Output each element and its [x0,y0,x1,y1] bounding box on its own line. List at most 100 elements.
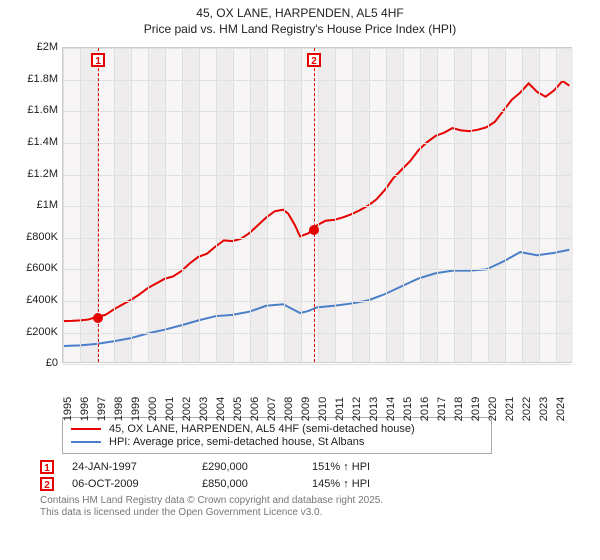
title-line2: Price paid vs. HM Land Registry's House … [144,22,456,36]
x-tick-label: 2019 [470,387,482,431]
x-tick-label: 1995 [62,387,74,431]
y-tick-label: £600K [16,262,58,274]
y-tick-label: £1.2M [16,168,58,180]
sale-marker-box: 2 [307,53,321,67]
gridline-h [63,333,571,334]
y-tick-label: £1.6M [16,104,58,116]
gridline-h [63,364,571,365]
sale-date: 24-JAN-1997 [72,461,202,473]
gridline-v [352,48,353,362]
sale-hpi: 151% ↑ HPI [312,461,432,473]
sale-marker-box: 1 [91,53,105,67]
sale-point-dot [309,225,319,235]
footer-line1: Contains HM Land Registry data © Crown c… [40,495,383,506]
gridline-v [403,48,404,362]
x-tick-label: 2021 [504,387,516,431]
gridline-v [505,48,506,362]
legend-row-b: HPI: Average price, semi-detached house,… [71,436,483,448]
sale-price: £850,000 [202,478,312,490]
x-tick-label: 2006 [249,387,261,431]
plot-area: 12 [62,47,572,363]
gridline-h [63,48,571,49]
gridline-v [522,48,523,362]
gridline-v [233,48,234,362]
footer-line2: This data is licensed under the Open Gov… [40,507,322,518]
x-tick-label: 2023 [538,387,550,431]
gridline-v [556,48,557,362]
sale-point-dot [93,313,103,323]
y-tick-label: £400K [16,294,58,306]
x-tick-label: 2000 [147,387,159,431]
gridline-v [386,48,387,362]
gridline-v [318,48,319,362]
sale-box: 1 [40,460,54,474]
x-tick-label: 2011 [334,387,346,431]
gridline-h [63,111,571,112]
series-a-line [63,81,569,321]
gridline-v [420,48,421,362]
gridline-v [148,48,149,362]
x-tick-label: 2010 [317,387,329,431]
gridline-h [63,206,571,207]
x-tick-label: 2002 [181,387,193,431]
gridline-v [182,48,183,362]
chart-container: 45, OX LANE, HARPENDEN, AL5 4HF Price pa… [0,0,600,560]
gridline-v [488,48,489,362]
gridline-h [63,238,571,239]
x-tick-label: 2012 [351,387,363,431]
sale-box: 2 [40,477,54,491]
x-tick-label: 2005 [232,387,244,431]
x-tick-label: 1996 [79,387,91,431]
gridline-h [63,269,571,270]
sale-rows: 1 24-JAN-1997£290,000151% ↑ HPI 2 06-OCT-20… [40,460,590,491]
x-tick-label: 2001 [164,387,176,431]
x-tick-label: 1997 [96,387,108,431]
sale-date: 06-OCT-2009 [72,478,202,490]
sale-price: £290,000 [202,461,312,473]
gridline-h [63,143,571,144]
x-tick-label: 2015 [402,387,414,431]
gridline-h [63,80,571,81]
legend-swatch-b [71,441,101,443]
line-series-svg [63,48,571,362]
x-tick-label: 2013 [368,387,380,431]
x-tick-label: 1998 [113,387,125,431]
y-tick-label: £1.8M [16,73,58,85]
sale-dashed-line [314,48,315,362]
gridline-h [63,175,571,176]
x-tick-label: 2018 [453,387,465,431]
gridline-v [301,48,302,362]
gridline-v [63,48,64,362]
gridline-v [165,48,166,362]
y-tick-label: £1.4M [16,136,58,148]
gridline-v [369,48,370,362]
chart-area: 12 £0£200K£400K£600K£800K£1M£1.2M£1.4M£1… [16,43,576,413]
x-tick-label: 2014 [385,387,397,431]
x-tick-label: 2024 [555,387,567,431]
sale-detail-row: 1 24-JAN-1997£290,000151% ↑ HPI [40,460,590,474]
gridline-v [199,48,200,362]
x-tick-label: 2016 [419,387,431,431]
legend-label-b: HPI: Average price, semi-detached house,… [109,436,364,448]
x-tick-label: 1999 [130,387,142,431]
gridline-v [454,48,455,362]
gridline-v [131,48,132,362]
sale-detail-row: 2 06-OCT-2009£850,000145% ↑ HPI [40,477,590,491]
chart-title: 45, OX LANE, HARPENDEN, AL5 4HF Price pa… [10,6,590,37]
gridline-v [216,48,217,362]
x-tick-label: 2020 [487,387,499,431]
x-tick-label: 2008 [283,387,295,431]
y-tick-label: £200K [16,326,58,338]
sale-hpi: 145% ↑ HPI [312,478,432,490]
x-tick-label: 2022 [521,387,533,431]
gridline-v [471,48,472,362]
gridline-v [114,48,115,362]
x-tick-label: 2003 [198,387,210,431]
gridline-v [335,48,336,362]
gridline-v [437,48,438,362]
y-tick-label: £1M [16,199,58,211]
gridline-v [284,48,285,362]
footer: Contains HM Land Registry data © Crown c… [40,495,590,519]
y-tick-label: £800K [16,231,58,243]
title-line1: 45, OX LANE, HARPENDEN, AL5 4HF [196,6,403,20]
